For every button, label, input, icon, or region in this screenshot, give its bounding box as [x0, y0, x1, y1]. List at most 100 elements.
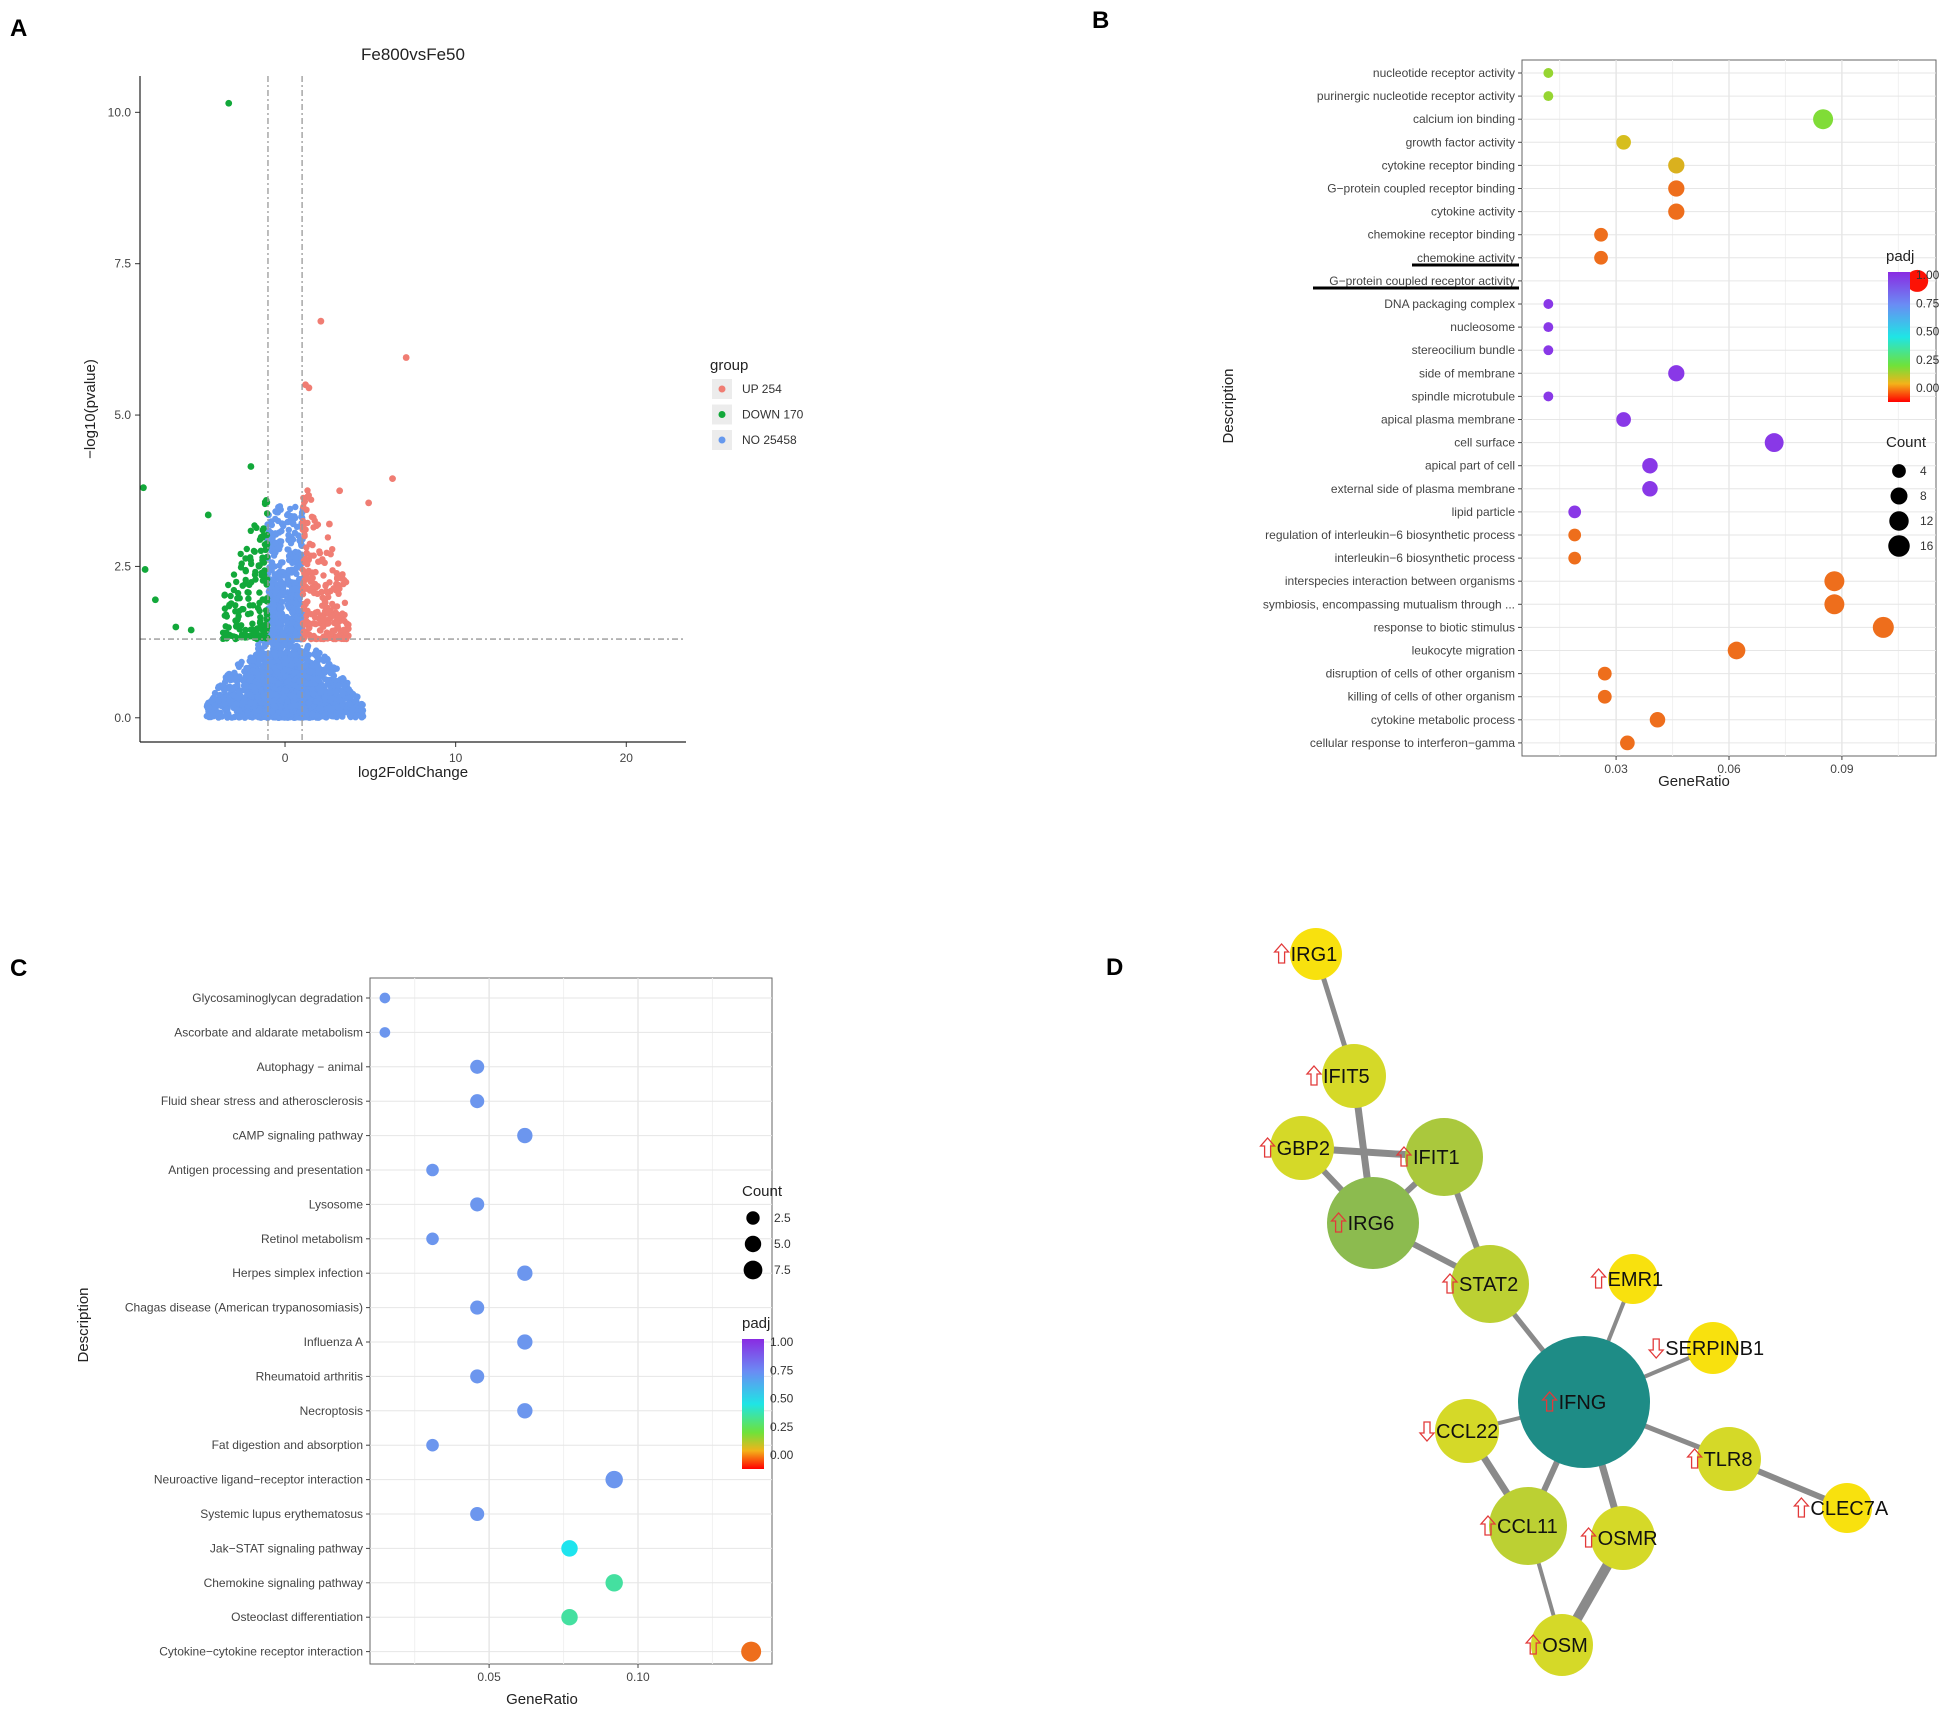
go-padj-colorbar	[1888, 272, 1910, 402]
node-clec7a[interactable]: CLEC7A	[1792, 1483, 1889, 1533]
node-circle	[1322, 1044, 1386, 1108]
node-ccl22[interactable]: CCL22	[1418, 1399, 1499, 1463]
up-arrow-icon	[1273, 943, 1291, 964]
go-category-label: cytokine activity	[1431, 205, 1515, 219]
volcano-point	[306, 631, 313, 638]
volcano-point-down	[140, 484, 147, 492]
volcano-point	[275, 680, 282, 687]
volcano-point	[272, 703, 279, 711]
kegg-count-legend-title: Count	[742, 1183, 783, 1200]
node-emr1[interactable]: EMR1	[1590, 1254, 1664, 1304]
volcano-point	[285, 526, 292, 534]
volcano-point	[253, 524, 260, 531]
go-category-label: interspecies interaction between organis…	[1285, 574, 1515, 588]
volcano-point-up	[305, 384, 313, 392]
volcano-point	[310, 589, 318, 597]
volcano-point	[315, 677, 323, 684]
volcano-point	[291, 650, 298, 658]
node-stat2[interactable]: STAT2	[1441, 1245, 1529, 1323]
node-osmr[interactable]: OSMR	[1580, 1506, 1658, 1570]
up-arrow-icon	[1479, 1515, 1497, 1536]
volcano-point	[256, 562, 263, 569]
volcano-point	[222, 611, 230, 618]
volcano-point	[209, 711, 217, 718]
volcano-point	[341, 599, 349, 606]
go-count-label: 12	[1920, 514, 1934, 528]
go-category-label: chemokine receptor binding	[1368, 228, 1515, 242]
node-label: IRG6	[1348, 1213, 1395, 1235]
kegg-category-label: Fat digestion and absorption	[212, 1438, 363, 1452]
volcano-point	[320, 657, 328, 664]
node-label: CLEC7A	[1810, 1498, 1888, 1520]
volcano-point	[289, 609, 296, 616]
volcano-point	[263, 540, 271, 547]
volcano-point	[293, 592, 301, 599]
kegg-count-swatch	[746, 1211, 760, 1225]
kegg-category-label: Herpes simplex infection	[232, 1266, 363, 1280]
volcano-point	[218, 713, 225, 720]
volcano-point	[240, 606, 247, 613]
kegg-count-label: 7.5	[774, 1263, 791, 1277]
node-circle	[1531, 1614, 1593, 1676]
go-padj-tick: 0.00	[1916, 381, 1940, 395]
volcano-point	[243, 664, 250, 672]
kegg-count-swatch	[744, 1235, 762, 1253]
node-ifng[interactable]: IFNG	[1518, 1336, 1650, 1468]
volcano-point	[305, 567, 312, 575]
volcano-point	[223, 711, 231, 718]
volcano-point	[339, 610, 346, 617]
volcano-point	[261, 692, 268, 700]
volcano-point	[237, 550, 244, 558]
volcano-point	[229, 685, 236, 693]
volcano-point	[258, 686, 265, 693]
volcano-y-label: −log10(pvalue)	[82, 359, 99, 459]
node-tlr8[interactable]: TLR8	[1686, 1427, 1761, 1491]
volcano-point-up	[325, 520, 333, 528]
volcano-point	[263, 634, 271, 641]
go-category-label: spindle microtubule	[1412, 389, 1516, 403]
volcano-point	[340, 635, 347, 643]
volcano-point	[335, 581, 342, 589]
kegg-dotplot: Glycosaminoglycan degradation Ascorbate a…	[75, 977, 794, 1708]
go-count-label: 4	[1920, 464, 1927, 478]
node-osm[interactable]: OSM	[1524, 1614, 1593, 1676]
volcano-point	[335, 614, 342, 621]
go-dot	[1594, 227, 1608, 242]
node-ccl11[interactable]: CCL11	[1479, 1487, 1567, 1565]
volcano-point	[245, 595, 252, 602]
kegg-category-label: Chemokine signaling pathway	[204, 1576, 363, 1590]
go-padj-legend: padj 1.00 0.75 0.50 0.25 0.00	[1886, 248, 1940, 402]
volcano-point	[311, 635, 319, 642]
volcano-point	[255, 673, 262, 680]
volcano-point	[313, 698, 320, 705]
volcano-point	[317, 682, 325, 689]
node-irg6[interactable]: IRG6	[1327, 1177, 1419, 1269]
volcano-point	[267, 676, 275, 683]
go-dot	[1543, 322, 1554, 333]
volcano-point	[261, 643, 268, 650]
volcano-point	[237, 713, 244, 721]
node-serpinb1[interactable]: SERPINB1	[1647, 1322, 1764, 1374]
volcano-point	[342, 709, 349, 716]
volcano-point	[282, 666, 289, 673]
kegg-dot	[741, 1641, 762, 1662]
volcano-point	[316, 548, 323, 555]
node-ifit5[interactable]: IFIT5	[1305, 1044, 1386, 1108]
volcano-point	[287, 505, 294, 513]
node-irg1[interactable]: IRG1	[1273, 928, 1342, 980]
go-dot	[1872, 616, 1894, 638]
node-ifit1[interactable]: IFIT1	[1395, 1118, 1483, 1196]
volcano-point	[310, 690, 317, 698]
node-gbp2[interactable]: GBP2	[1259, 1116, 1334, 1180]
go-category-label: calcium ion binding	[1413, 112, 1515, 126]
volcano-point-up	[389, 475, 396, 483]
volcano-point	[329, 546, 336, 553]
volcano-point	[279, 559, 286, 566]
volcano-point	[339, 713, 346, 720]
volcano-point	[243, 634, 251, 641]
volcano-point	[269, 534, 276, 542]
volcano-point	[233, 706, 240, 713]
volcano-point	[327, 712, 334, 719]
go-category-label: lipid particle	[1452, 505, 1516, 519]
